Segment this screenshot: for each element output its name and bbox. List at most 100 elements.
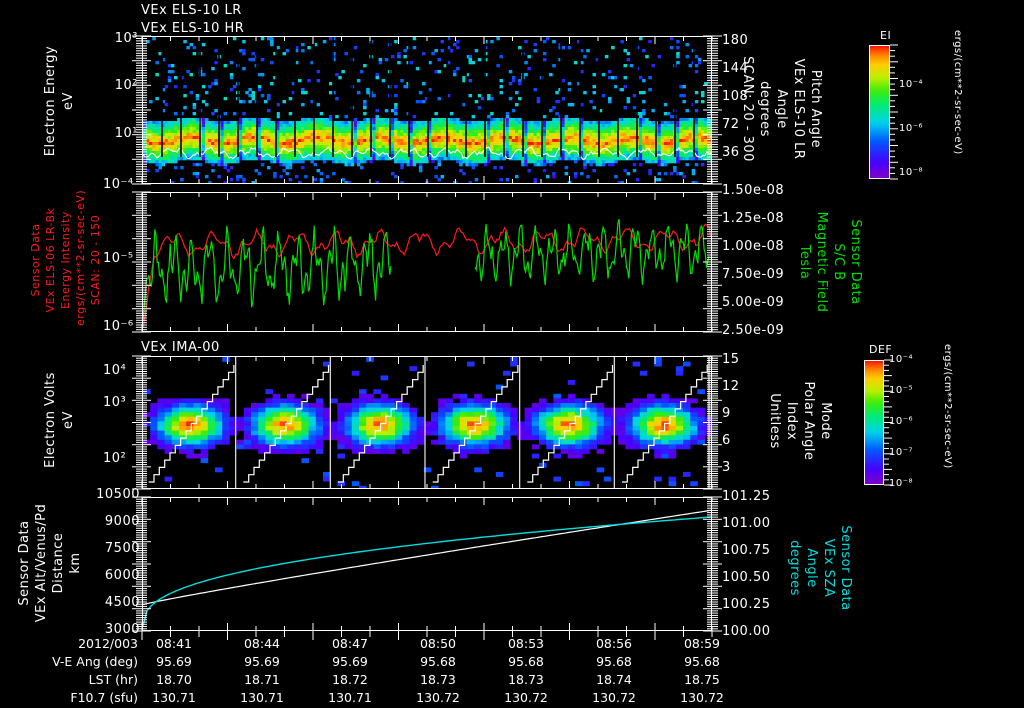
panel3-right-axis-title: Mode Polar Angle Index Unitless: [767, 356, 860, 486]
panel4-right-label-sensor: Sensor Data: [838, 525, 853, 611]
bottom-table-row-label: 2012/003: [78, 636, 138, 651]
panel1-colorbar-title: EI: [880, 29, 892, 42]
panel3-right-label-unitless: Unitless: [767, 393, 782, 449]
panel3-cb-tick-2: 10⁻⁵: [889, 385, 914, 396]
bottom-table-cell: 95.69: [156, 654, 192, 669]
panel4-y2tick-2: 101.00: [722, 516, 771, 531]
panel1-y2tick-144: 144: [722, 61, 749, 76]
panel2-ytick-1em4: 10⁻⁴: [103, 177, 134, 192]
panel1-y2tick-72: 72: [722, 117, 740, 132]
panel3-colorbar-units: ergs/(cm**2-sr-sec-eV): [942, 344, 953, 469]
panel4-ytick-9000: 9000: [104, 514, 140, 529]
panel4-right-label-angle: Angle: [804, 548, 819, 588]
panel4-y2tick-4: 100.50: [722, 570, 771, 585]
bottom-table-cell: 95.69: [244, 654, 280, 669]
bottom-table-cell: 18.74: [596, 672, 632, 687]
bottom-table-cell: 130.71: [328, 690, 372, 705]
panel4-left-axis-title: Sensor Data VEx Alt/Venus/Pd Distance km: [17, 500, 83, 628]
panel1-right-label-pitch: Pitch Angle: [808, 69, 823, 149]
panel1-y2tick-108: 108: [722, 89, 749, 104]
bottom-table-cell: 95.68: [596, 654, 632, 669]
panel3-y2tick-3: 3: [722, 460, 731, 475]
panel2-plot-area: [142, 192, 712, 332]
panel3-ytick-1e2: 10²: [103, 451, 127, 466]
panel4-ytick-10500: 10500: [96, 487, 140, 502]
panel1-ytick-1e2: 10²: [114, 78, 138, 93]
panel1-colorbar: [869, 45, 890, 179]
panel2-right-label-sensor: Sensor Data: [848, 219, 863, 305]
panel4-right-label-degrees: degrees: [787, 540, 802, 596]
bottom-table-row-label: V-E Ang (deg): [52, 654, 138, 669]
panel4-left-label-alt: VEx Alt/Venus/Pd: [34, 503, 49, 623]
panel4-lines: [143, 498, 711, 630]
panel1-title-2: VEx ELS-10 HR: [141, 21, 245, 36]
panel4-right-label-sza: VEx SZA: [821, 538, 836, 598]
panel1-ytick-1e1: 10¹: [114, 126, 138, 141]
panel4-y2tick-6: 100.00: [722, 624, 771, 639]
panel3-cb-tick-1: 10⁻⁴: [889, 354, 914, 365]
panel1-cb-tick-1: 10⁻⁴: [899, 79, 924, 90]
panel1-spectrogram: [143, 37, 711, 183]
panel1-y2tick-36: 36: [722, 145, 740, 160]
panel2-right-label-magfield: Magnetic Field: [814, 211, 829, 313]
panel4-ytick-6000: 6000: [104, 568, 140, 583]
panel1-plot-area: [142, 36, 712, 184]
panel2-right-axis-title: Sensor Data S/C B Magnetic Field Tesla: [797, 196, 890, 326]
panel2-left-label-inst: VEx ELS-06 LR-Bk: [44, 207, 57, 313]
bottom-table-cell: 95.68: [420, 654, 456, 669]
panel2-left-axis-title: Sensor Data VEx ELS-06 LR-Bk Energy Inte…: [29, 189, 130, 330]
panel3-ytick-1e4: 10⁴: [103, 363, 127, 378]
panel3-spectrogram: [143, 357, 711, 488]
bottom-table-cell: 18.73: [420, 672, 456, 687]
panel4-ytick-3000: 3000: [104, 622, 140, 637]
panel3-left-label-units: eV: [61, 411, 76, 429]
panel2-right-label-tesla: Tesla: [797, 244, 812, 280]
bottom-table-cell: 08:44: [243, 636, 281, 651]
panel3-cb-tick-4: 10⁻⁷: [889, 447, 914, 458]
bottom-table-row-label: F10.7 (sfu): [70, 690, 138, 705]
panel4-left-label-km: km: [68, 552, 83, 574]
bottom-table-cell: 08:53: [507, 636, 545, 651]
bottom-table-cell: 08:41: [155, 636, 193, 651]
bottom-table-cell: 130.72: [504, 690, 548, 705]
bottom-table-cell: 08:56: [595, 636, 633, 651]
panel2-left-label-quantity: Energy Intensity: [59, 211, 72, 309]
panel1-left-label-units: eV: [61, 92, 76, 110]
panel3-y2tick-15: 15: [722, 352, 740, 367]
bottom-table-cell: 08:47: [331, 636, 369, 651]
panel1-cb-tick-3: 10⁻⁸: [899, 167, 924, 178]
bottom-table-cell: 18.71: [244, 672, 280, 687]
panel3-colorbar-title: DEF: [869, 343, 893, 356]
panel3-ytick-1e3: 10³: [103, 395, 127, 410]
panel2-y2tick-1: 1.50e-08: [722, 183, 785, 198]
bottom-table-cell: 18.73: [508, 672, 544, 687]
panel3-left-label-main: Electron Volts: [43, 372, 58, 468]
panel1-title-1: VEx ELS-10 LR: [141, 3, 242, 18]
bottom-table-cell: 08:50: [419, 636, 457, 651]
panel2-ytick-1em5: 10⁻⁵: [103, 251, 134, 266]
panel1-colorbar-units-wrap: ergs/(cm**2-sr-sec-eV): [950, 30, 970, 190]
panel3-right-label-index: Index: [784, 401, 799, 441]
bottom-axis-table: 2012/003 V-E Ang (deg) LST (hr) F10.7 (sfu)…: [0, 636, 760, 706]
panel1-y2tick-180: 180: [722, 33, 749, 48]
bottom-table-cell: 95.68: [684, 654, 720, 669]
bottom-table-cell: 130.71: [240, 690, 284, 705]
panel2-y2tick-5: 5.00e-09: [722, 295, 785, 310]
panel1-right-label-inst: VEx ELS-10 LR: [791, 58, 806, 160]
bottom-table-cell: 130.72: [592, 690, 636, 705]
panel2-timeseries: [143, 193, 711, 331]
panel3-y2tick-12: 12: [722, 379, 740, 394]
panel4-y2tick-3: 100.75: [722, 543, 771, 558]
panel2-left-label-units: ergs/(cm**2-sr-sec-eV): [74, 189, 87, 326]
bottom-table-cell: 18.70: [156, 672, 192, 687]
bottom-table-cell: 95.69: [332, 654, 368, 669]
panel1-ytick-1e3: 10³: [114, 31, 138, 46]
panel4-y2tick-5: 100.25: [722, 597, 771, 612]
panel1-right-label-scan: SCAN: 20 - 300: [740, 56, 755, 162]
panel4-ytick-7500: 7500: [104, 541, 140, 556]
panel3-right-label-mode: Mode: [818, 402, 833, 440]
panel1-right-label-degrees: degrees: [757, 81, 772, 137]
panel4-left-label-distance: Distance: [51, 532, 66, 594]
panel3-y2tick-6: 6: [722, 433, 731, 448]
bottom-table-cell: 18.75: [684, 672, 720, 687]
